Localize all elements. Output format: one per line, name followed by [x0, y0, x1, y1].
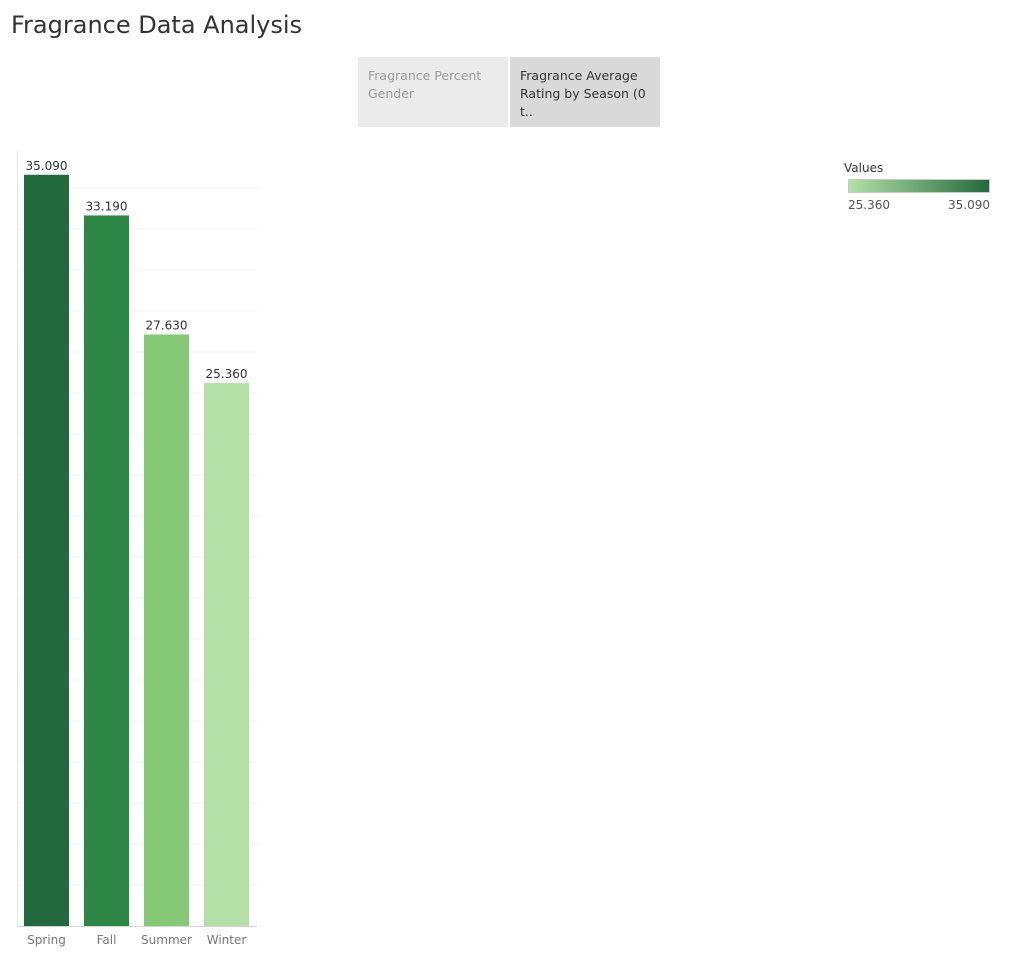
tab-fragrance-average-rating-by-season[interactable]: Fragrance Average Rating by Season (0 t.…	[510, 57, 660, 127]
x-tick-label-summer: Summer	[141, 933, 192, 947]
x-tick-label-winter: Winter	[207, 933, 247, 947]
color-legend: Values 25.360 35.090	[844, 161, 994, 212]
bar-summer	[144, 334, 189, 926]
data-label-fall: 33.190	[86, 199, 128, 213]
bar-winter	[204, 383, 249, 926]
data-label-winter: 25.360	[206, 367, 248, 381]
tab-label: Fragrance Percent Gender	[368, 68, 482, 101]
legend-title: Values	[844, 161, 884, 175]
legend-min-label: 25.360	[848, 198, 890, 212]
data-label-spring: 35.090	[26, 159, 68, 173]
tab-label: Fragrance Average Rating by Season (0 t.…	[520, 68, 646, 119]
page-title: Fragrance Data Analysis	[11, 11, 303, 39]
x-tick-label-spring: Spring	[27, 933, 66, 947]
bar-spring	[24, 174, 69, 927]
legend-max-label: 35.090	[948, 198, 990, 212]
bar-chart: 35.090 Spring 33.190 Fall 27.630 Summer 25.360…	[17, 151, 257, 947]
tab-fragrance-percent-gender[interactable]: Fragrance Percent Gender	[358, 57, 508, 127]
data-label-summer: 27.630	[146, 318, 188, 332]
x-tick-label-fall: Fall	[97, 933, 117, 947]
bar-fall	[84, 215, 129, 926]
legend-color-ramp	[848, 179, 990, 193]
